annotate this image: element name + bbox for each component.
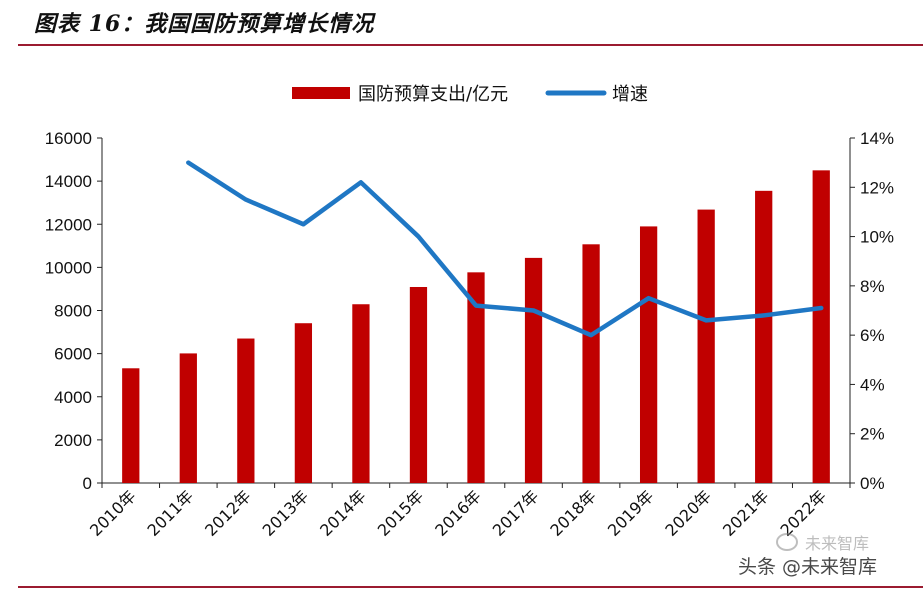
legend-label-bar: 国防预算支出/亿元 <box>358 84 508 105</box>
y-right-tick-label: 10% <box>860 228 894 247</box>
y-right-tick-label: 8% <box>860 277 885 296</box>
x-tick-label: 2010年 <box>86 486 140 540</box>
header: 图表 16：我国国防预算增长情况 <box>0 0 923 48</box>
page-title: 图表 16：我国国防预算增长情况 <box>34 11 375 37</box>
bar <box>179 353 197 483</box>
y-left-tick-label: 14000 <box>45 172 92 191</box>
bar <box>697 209 715 483</box>
wechat-icon <box>776 533 798 551</box>
x-tick-label: 2020年 <box>661 486 715 540</box>
x-tick-label: 2018年 <box>546 486 600 540</box>
y-right-tick-label: 0% <box>860 474 885 493</box>
bar <box>582 244 600 483</box>
bar <box>467 272 485 483</box>
y-left-tick-label: 10000 <box>45 258 92 277</box>
legend-swatch-bar <box>292 87 350 99</box>
y-left-tick-label: 8000 <box>54 302 92 321</box>
x-tick-label: 2011年 <box>144 486 198 540</box>
y-right-tick-label: 6% <box>860 326 885 345</box>
y-left-tick-label: 2000 <box>54 431 92 450</box>
y-left-tick-label: 12000 <box>45 215 92 234</box>
bar <box>122 368 140 483</box>
x-tick-label: 2014年 <box>316 486 370 540</box>
bar <box>639 226 658 483</box>
x-tick-label: 2013年 <box>259 486 313 540</box>
bar <box>524 257 543 483</box>
bar <box>755 190 773 483</box>
legend-label-line: 增速 <box>612 84 648 105</box>
watermark: 头条 @未来智库 <box>738 556 878 578</box>
y-left-tick-label: 6000 <box>54 345 92 364</box>
x-tick-label: 2016年 <box>431 486 485 540</box>
bar <box>352 304 370 483</box>
y-left-tick-label: 0 <box>83 474 92 493</box>
x-tick-label: 2019年 <box>604 486 658 540</box>
title-divider <box>18 44 923 46</box>
y-left-tick-label: 16000 <box>45 129 92 148</box>
y-left-tick-label: 4000 <box>54 388 92 407</box>
y-right-tick-label: 14% <box>860 129 894 148</box>
bar <box>409 286 428 483</box>
y-right-tick-label: 12% <box>860 178 894 197</box>
bar <box>294 323 313 483</box>
y-right-tick-label: 2% <box>860 425 885 444</box>
bar <box>237 338 255 483</box>
x-tick-label: 2012年 <box>201 486 255 540</box>
x-tick-label: 2021年 <box>719 486 773 540</box>
x-tick-label: 2017年 <box>489 486 543 540</box>
bar <box>812 170 830 483</box>
x-tick-label: 2015年 <box>374 486 428 540</box>
bottom-divider <box>18 586 923 588</box>
watermark-faint: 未来智库 <box>805 534 870 553</box>
y-right-tick-label: 4% <box>860 375 885 394</box>
growth-line <box>186 160 824 338</box>
